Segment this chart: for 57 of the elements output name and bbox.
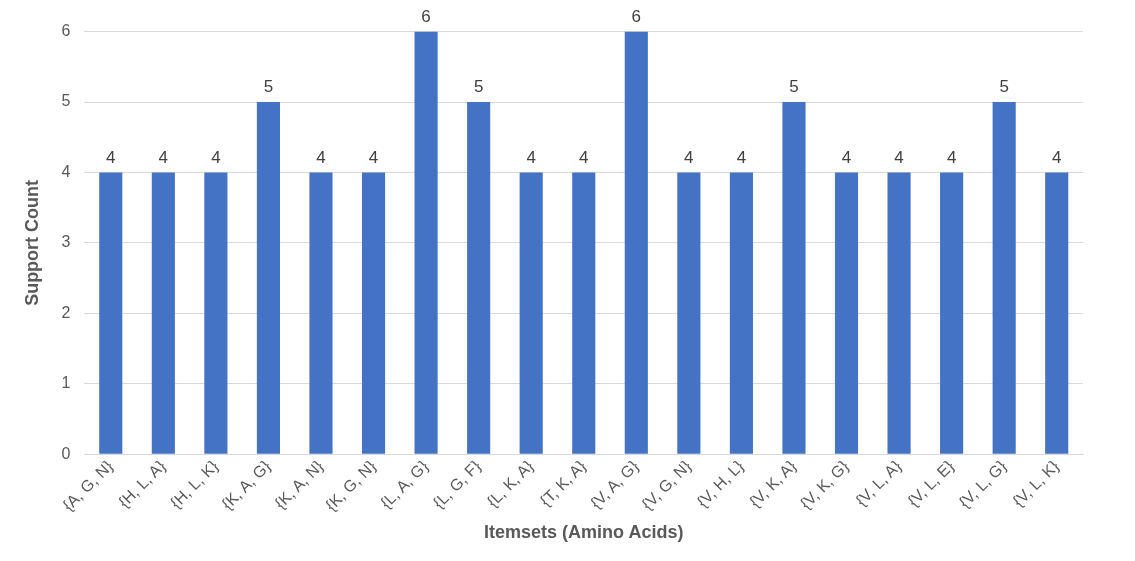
data-label: 4 xyxy=(579,147,589,167)
data-label: 4 xyxy=(526,147,536,167)
data-label: 4 xyxy=(736,147,747,167)
x-tick-label: {V, A, G} xyxy=(587,456,642,512)
data-label: 4 xyxy=(894,147,904,167)
data-label: 4 xyxy=(106,147,116,167)
data-label: 6 xyxy=(421,6,431,26)
data-label: 4 xyxy=(684,147,694,167)
y-tick-label: 0 xyxy=(61,444,71,462)
data-label: 4 xyxy=(841,147,852,167)
bar xyxy=(1045,172,1069,454)
bar xyxy=(729,172,753,454)
bar xyxy=(256,102,280,454)
data-label: 5 xyxy=(999,77,1009,97)
x-tick-label: {L, G, F} xyxy=(429,456,485,512)
bar xyxy=(887,172,911,454)
x-tick-label: {V, L, E} xyxy=(904,456,958,510)
data-label: 4 xyxy=(946,147,957,167)
data-label: 4 xyxy=(316,147,326,167)
bar xyxy=(940,172,964,454)
x-tick-label: {L, A, G} xyxy=(377,456,432,512)
x-tick-label: {V, H, L} xyxy=(693,456,748,511)
x-tick-label: {V, L, K} xyxy=(1009,456,1063,510)
y-tick-label: 3 xyxy=(61,233,71,251)
bar xyxy=(414,31,438,454)
x-tick-label: {L, K, A} xyxy=(483,456,537,511)
bar xyxy=(99,172,123,454)
y-tick-label: 6 xyxy=(61,22,71,40)
bar xyxy=(992,102,1016,454)
bar xyxy=(782,102,806,454)
data-label: 6 xyxy=(631,6,642,26)
bar xyxy=(834,172,859,454)
y-axis-title: Support Count xyxy=(21,179,42,306)
bar xyxy=(467,102,491,454)
y-tick-label: 4 xyxy=(61,162,71,180)
x-axis-title: Itemsets (Amino Acids) xyxy=(484,522,684,543)
data-label: 4 xyxy=(211,147,221,167)
bar xyxy=(361,172,386,454)
data-label: 4 xyxy=(368,147,379,167)
x-tick-label: {V, L, A} xyxy=(852,456,905,510)
data-label: 4 xyxy=(158,147,169,167)
x-tick-label: {T, K, A} xyxy=(536,456,590,510)
x-tick-label: {V, L, G} xyxy=(955,456,1010,511)
bar xyxy=(151,172,175,454)
y-tick-label: 2 xyxy=(61,303,71,321)
bar xyxy=(677,172,701,454)
data-label: 5 xyxy=(789,77,799,97)
y-tick-label: 5 xyxy=(61,92,71,110)
data-label: 5 xyxy=(473,77,484,97)
bar xyxy=(204,172,228,454)
bar xyxy=(309,172,333,454)
bar xyxy=(519,172,543,454)
bar xyxy=(572,172,596,454)
bar xyxy=(624,31,648,454)
data-label: 5 xyxy=(263,77,274,97)
y-tick-label: 1 xyxy=(61,374,71,392)
data-label: 4 xyxy=(1051,147,1062,167)
